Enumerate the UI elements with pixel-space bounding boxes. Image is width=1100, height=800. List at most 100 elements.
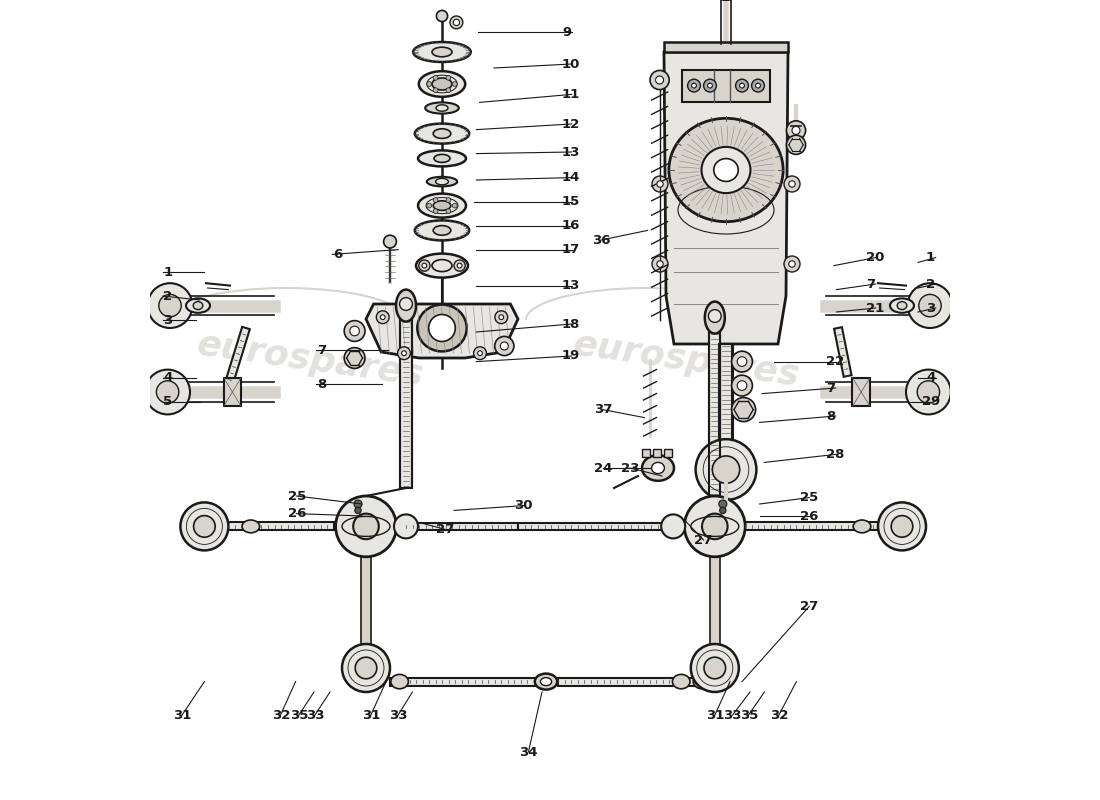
Ellipse shape [415, 220, 470, 240]
Text: 2: 2 [163, 290, 173, 302]
Polygon shape [745, 522, 880, 530]
Ellipse shape [432, 78, 452, 90]
Text: 31: 31 [173, 709, 191, 722]
Circle shape [376, 311, 389, 323]
Circle shape [786, 121, 805, 140]
Bar [852, 378, 870, 406]
Ellipse shape [416, 254, 468, 278]
Polygon shape [400, 320, 411, 488]
Circle shape [350, 326, 360, 336]
Text: 9: 9 [562, 26, 571, 38]
Circle shape [397, 347, 410, 359]
Text: 15: 15 [562, 195, 581, 208]
Text: 28: 28 [826, 448, 845, 461]
Text: 25: 25 [288, 490, 306, 502]
Circle shape [194, 515, 216, 538]
Text: 22: 22 [826, 355, 845, 368]
Circle shape [433, 198, 438, 202]
Circle shape [786, 135, 805, 154]
Circle shape [354, 500, 362, 508]
Text: 37: 37 [594, 403, 613, 416]
Text: 31: 31 [362, 709, 381, 722]
Ellipse shape [693, 674, 711, 689]
Bar [664, 42, 788, 52]
Circle shape [147, 283, 192, 328]
Text: 12: 12 [562, 118, 581, 130]
Circle shape [446, 88, 451, 93]
Circle shape [446, 75, 451, 80]
Circle shape [458, 263, 462, 268]
Circle shape [437, 10, 448, 22]
Ellipse shape [419, 71, 465, 97]
Text: 8: 8 [826, 410, 835, 422]
Circle shape [399, 298, 412, 310]
Circle shape [446, 209, 451, 214]
Text: 35: 35 [290, 709, 308, 722]
Ellipse shape [540, 678, 551, 686]
Text: 7: 7 [826, 382, 835, 394]
Circle shape [878, 502, 926, 550]
Ellipse shape [429, 314, 455, 342]
Circle shape [737, 357, 747, 366]
Text: 27: 27 [437, 523, 454, 536]
Text: 4: 4 [926, 371, 935, 384]
Text: 26: 26 [800, 510, 818, 522]
Circle shape [661, 514, 685, 538]
Text: 13: 13 [562, 279, 581, 292]
Circle shape [917, 381, 939, 403]
Text: 17: 17 [562, 243, 581, 256]
Circle shape [691, 644, 739, 692]
Text: 5: 5 [163, 395, 173, 408]
Text: 1: 1 [163, 266, 173, 278]
Polygon shape [229, 522, 334, 530]
Circle shape [156, 381, 179, 403]
Ellipse shape [417, 305, 466, 351]
Text: 35: 35 [739, 709, 758, 722]
Circle shape [684, 496, 745, 557]
Circle shape [656, 76, 663, 84]
Circle shape [342, 644, 390, 692]
Circle shape [732, 375, 752, 396]
Ellipse shape [436, 178, 449, 185]
Circle shape [427, 82, 431, 86]
Text: 34: 34 [519, 746, 538, 758]
Circle shape [145, 370, 190, 414]
Text: 3: 3 [163, 314, 173, 326]
Circle shape [692, 83, 696, 88]
Circle shape [355, 507, 361, 514]
Circle shape [652, 256, 668, 272]
Circle shape [422, 263, 427, 268]
Ellipse shape [669, 118, 783, 222]
Circle shape [495, 336, 514, 355]
Text: eurospares: eurospares [195, 327, 426, 393]
Text: 26: 26 [287, 507, 306, 520]
Polygon shape [518, 523, 684, 530]
Text: 3: 3 [926, 302, 935, 314]
Text: 18: 18 [562, 318, 581, 330]
Circle shape [180, 502, 229, 550]
Ellipse shape [186, 298, 210, 313]
Circle shape [702, 514, 727, 539]
Circle shape [657, 261, 663, 267]
Circle shape [718, 500, 727, 508]
Polygon shape [720, 344, 732, 484]
Ellipse shape [418, 150, 466, 166]
Text: 33: 33 [724, 709, 743, 722]
Ellipse shape [390, 674, 408, 689]
Ellipse shape [242, 520, 260, 533]
Bar [642, 449, 650, 457]
Ellipse shape [415, 123, 470, 144]
Bar [682, 70, 770, 102]
Circle shape [789, 181, 795, 187]
Ellipse shape [432, 47, 452, 57]
Circle shape [384, 235, 396, 248]
Circle shape [499, 315, 504, 319]
Ellipse shape [436, 105, 448, 111]
Circle shape [344, 321, 365, 342]
Polygon shape [390, 678, 540, 686]
Circle shape [739, 83, 745, 88]
Circle shape [394, 514, 418, 538]
Polygon shape [664, 52, 788, 344]
Ellipse shape [651, 462, 664, 474]
Circle shape [756, 83, 760, 88]
